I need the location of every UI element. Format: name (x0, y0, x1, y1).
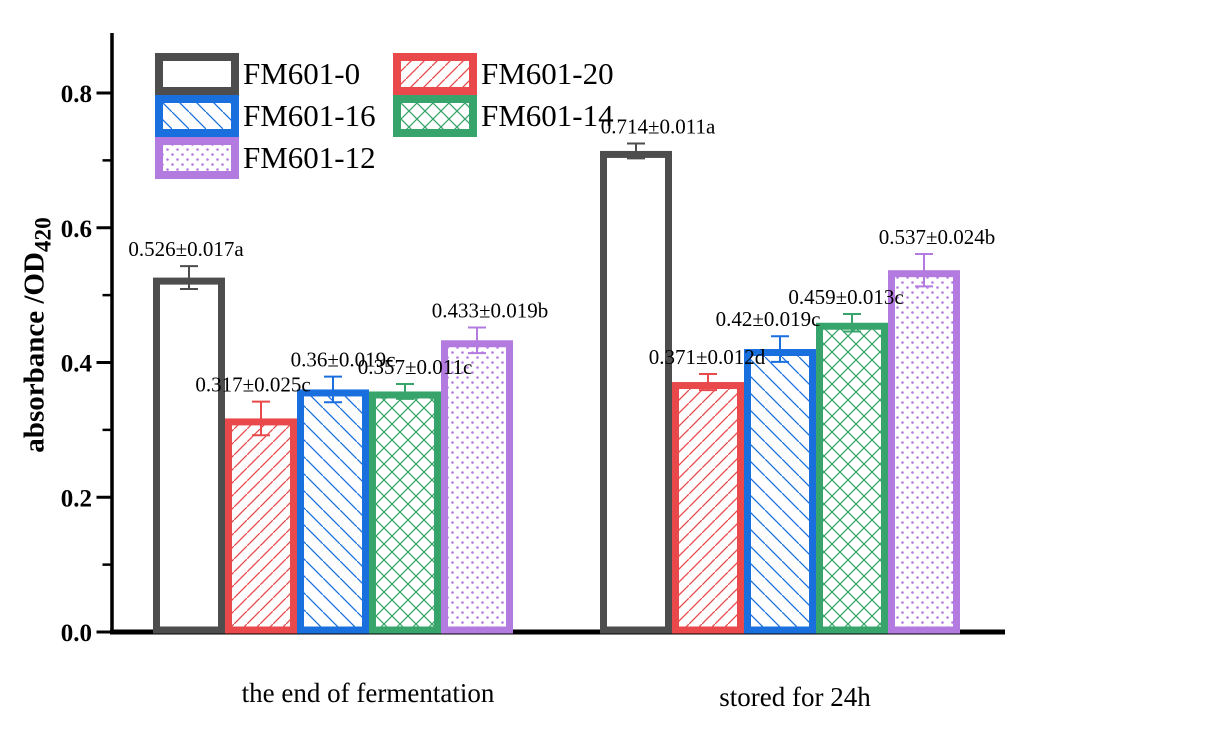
value-label-FM601-0-cat1: 0.714±0.011a (601, 115, 716, 139)
error-bar-FM601-20-cat1 (699, 372, 717, 392)
bar-FM601-0-cat1 (600, 150, 672, 634)
category-label-stored-24h: stored for 24h (719, 682, 871, 712)
error-bar-FM601-14-cat1 (843, 312, 861, 333)
y-tick-label-0.6: 0.6 (61, 216, 92, 243)
y-axis-title-text: absorbance /OD (18, 252, 51, 453)
value-label-FM601-16-cat0: 0.36±0.019c (291, 348, 396, 372)
error-bar-FM601-0-cat1 (627, 142, 645, 160)
value-label-FM601-12-cat0: 0.433±0.019b (432, 298, 549, 322)
y-tick-label-0.4: 0.4 (61, 351, 93, 378)
y-axis-title-subscript: 420 (30, 217, 57, 253)
bar-FM601-16-cat1 (744, 349, 816, 634)
value-label-FM601-14-cat1: 0.459±0.013c (788, 285, 903, 309)
error-bar-FM601-16-cat0 (324, 375, 342, 404)
error-bar-FM601-14-cat0 (396, 383, 414, 400)
bar-FM601-20-cat0 (225, 418, 297, 634)
error-bar-FM601-12-cat1 (915, 253, 933, 288)
value-label-FM601-16-cat1: 0.42±0.019c (716, 307, 821, 331)
bar-FM601-20-cat1 (672, 382, 744, 634)
bar-FM601-0-cat0 (153, 277, 225, 634)
value-label-FM601-20-cat0: 0.317±0.025c (195, 373, 310, 397)
error-bar-FM601-20-cat0 (252, 400, 270, 437)
value-label-FM601-0-cat0: 0.526±0.017a (128, 237, 244, 261)
error-bar-FM601-16-cat1 (771, 335, 789, 363)
y-tick-label-0.0: 0.0 (61, 620, 92, 647)
bar-FM601-14-cat0 (369, 391, 441, 634)
error-bar-FM601-12-cat0 (468, 326, 486, 355)
bar-FM601-12-cat1 (888, 270, 960, 634)
value-label-FM601-12-cat1: 0.537±0.024b (879, 225, 996, 249)
y-tick-label-0.2: 0.2 (61, 485, 92, 512)
category-label-end-of-fermentation: the end of fermentation (241, 678, 495, 708)
value-label-FM601-14-cat0: 0.357±0.011c (358, 355, 473, 379)
y-tick-label-0.8: 0.8 (61, 81, 92, 108)
value-label-FM601-20-cat1: 0.371±0.012d (649, 345, 766, 369)
bar-FM601-16-cat0 (297, 389, 369, 634)
bar-FM601-14-cat1 (816, 322, 888, 634)
bar-FM601-12-cat0 (441, 340, 513, 634)
error-bar-FM601-0-cat0 (180, 265, 198, 291)
y-axis-title: absorbance /OD420 (19, 217, 58, 452)
